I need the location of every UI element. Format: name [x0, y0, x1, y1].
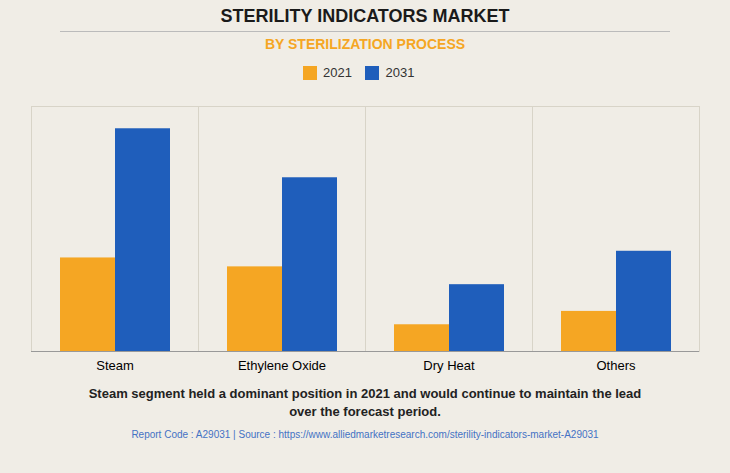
html-text:BY STERILIZATION PROCESS: BY STERILIZATION PROCESS	[264, 36, 466, 52]
html-text:2021: 2021	[323, 65, 352, 80]
html-text:STERILITY INDICATORS MARKET: STERILITY INDICATORS MARKET	[220, 6, 510, 26]
svg-text:Steam: Steam	[96, 357, 134, 372]
html-text:Report Code : A29031 | Source: Report Code : A29031 | Source : https://…	[131, 428, 599, 440]
svg-text:Others: Others	[596, 357, 636, 372]
html-text:Steam segment held a dominant: Steam segment held a dominant position i…	[88, 385, 642, 419]
svg-text:Ethylene Oxide: Ethylene Oxide	[238, 357, 326, 372]
svg-text:Dry Heat: Dry Heat	[423, 357, 475, 372]
html-text:2031: 2031	[385, 65, 415, 80]
